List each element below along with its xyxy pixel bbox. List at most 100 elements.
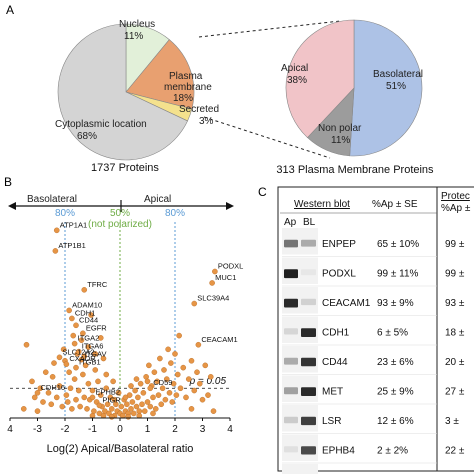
data-point [155, 392, 162, 398]
table-row: CD44 23 ± 6% 20 ± [282, 346, 465, 375]
col-header-proteomics-sub: %Ap ± [441, 203, 471, 214]
point-label-slc39a4: SLC39A4 [197, 294, 229, 303]
threshold-sublabel-1: (not polarized) [88, 219, 152, 230]
x-tick-label: 2 [172, 424, 178, 435]
data-point [82, 362, 89, 369]
data-point [63, 392, 70, 398]
western-pct-value: 99 ± 11% [377, 268, 419, 279]
protein-name: PODXL [322, 268, 356, 279]
data-point [73, 396, 79, 403]
western-pct-value: 93 ± 9% [377, 298, 414, 309]
data-point [34, 408, 41, 414]
table-row: PODXL 99 ± 11% 99 ± [282, 257, 465, 287]
blot-band-bl [301, 328, 316, 337]
point-label-itgb1: ITGB1 [79, 358, 101, 367]
data-point [170, 380, 177, 387]
data-point [150, 410, 156, 417]
panel-label-b: B [4, 175, 12, 189]
data-point [111, 396, 118, 403]
blot-band-ap [284, 298, 298, 308]
data-point [133, 403, 140, 410]
point-label-slc12a2: SLC12A2 [63, 347, 95, 356]
data-point [84, 406, 90, 412]
pie-membrane-slice-apical [285, 19, 355, 138]
blot-band-bl [301, 446, 316, 455]
protein-name: EPHB4 [322, 445, 355, 456]
data-point [139, 401, 145, 408]
data-point-itgav [78, 356, 85, 363]
data-point [103, 371, 110, 378]
blot-band-bl [301, 239, 316, 247]
data-point-atp1b1 [52, 248, 59, 254]
data-point-ceacam1 [195, 341, 202, 348]
x-tick-label: 3 [200, 424, 206, 435]
data-point [161, 367, 167, 373]
proteomics-pct-value: 27 ± [445, 386, 465, 397]
data-point [20, 406, 27, 412]
western-pct-value: 6 ± 5% [377, 327, 408, 338]
data-point [137, 380, 144, 387]
data-point [31, 394, 38, 401]
data-point [180, 364, 187, 371]
point-label-atp1a1: ATP1A1 [60, 220, 87, 229]
proteomics-pct-value: 22 ± [445, 445, 465, 456]
point-label-tfrc: TFRC [87, 280, 108, 289]
threshold-label-0: 80% [55, 208, 75, 219]
data-point [185, 376, 192, 382]
data-point-cdh16 [34, 390, 41, 396]
data-point [49, 373, 56, 380]
data-point [173, 392, 180, 398]
data-point [85, 380, 92, 387]
threshold-label-2: 80% [165, 208, 185, 219]
x-tick-label: -1 [88, 424, 97, 435]
data-point [71, 376, 78, 382]
data-point [146, 362, 152, 369]
point-label-cxadr: CXADR [69, 354, 96, 363]
data-point [23, 341, 30, 348]
blot-band-ap [284, 239, 298, 248]
data-point [169, 399, 176, 405]
protein-name: ENPEP [322, 239, 356, 250]
data-point-atp1a1 [53, 227, 60, 234]
protein-name: CD44 [322, 357, 348, 368]
data-point [158, 401, 165, 408]
data-point [176, 332, 182, 339]
threshold-label-1: 50% [110, 208, 130, 219]
data-point-itga6 [75, 348, 82, 355]
point-label-cd59: CD59 [153, 378, 172, 387]
data-point [191, 387, 198, 394]
proteomics-pct-value: 18 ± [445, 327, 465, 338]
data-point [64, 399, 71, 405]
arrow-right-icon [226, 202, 234, 210]
data-point [125, 414, 132, 420]
proteomics-pct-value: 3 ± [445, 416, 459, 427]
data-point [108, 406, 115, 412]
data-point-tfrc [81, 287, 88, 293]
data-point-cd44 [73, 322, 79, 329]
data-point-itga2 [71, 340, 78, 347]
data-point [118, 403, 125, 410]
data-point [183, 394, 189, 401]
blot-band-bl [301, 416, 316, 426]
slice-label-cytoplasmic: Cytoplasmic location [55, 119, 147, 130]
western-blot-table: Western blot %Ap ± SE Protec %Ap ± Ap BL… [277, 186, 474, 474]
pie-title-membrane: 313 Plasma Membrane Proteins [276, 164, 434, 176]
data-point [150, 394, 156, 401]
slice-pct-secreted: 3% [199, 116, 214, 127]
data-point-cd59 [147, 385, 154, 392]
slice-pct-cytoplasmic: 68% [77, 131, 97, 142]
protein-name: CDH1 [322, 327, 350, 338]
data-point [205, 392, 211, 398]
data-point [51, 360, 57, 366]
x-tick-label: -3 [33, 424, 42, 435]
protein-name: LSR [322, 416, 341, 427]
data-point [144, 378, 151, 385]
data-point [151, 369, 158, 376]
pie-chart-total: Cytoplasmic location 68% Nucleus 11% Pla… [55, 19, 219, 174]
direction-label-apical: Apical [144, 194, 171, 205]
blot-band-bl [301, 269, 316, 276]
data-point [77, 403, 83, 410]
proteomics-pct-value: 20 ± [445, 357, 465, 368]
data-point [154, 378, 160, 385]
